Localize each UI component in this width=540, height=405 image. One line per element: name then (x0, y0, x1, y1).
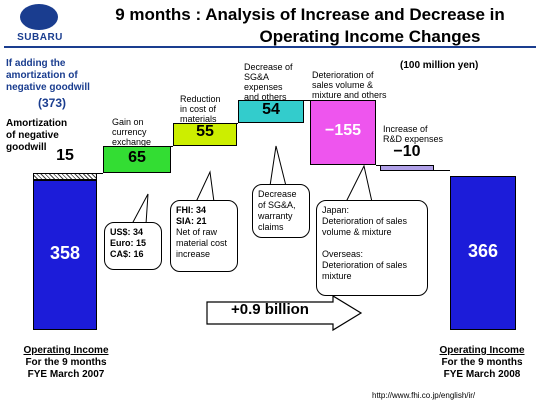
value-label-rnd: −10 (393, 143, 421, 161)
label-materials: Reduction in cost of materials (180, 94, 221, 124)
bar-end (450, 176, 516, 330)
label-sga-line-2: SG&A (244, 72, 270, 82)
callout-sga-line-1: Decrease (258, 189, 297, 199)
connector-line (97, 173, 103, 175)
label-currency-line-1: Gain on (112, 117, 144, 127)
label-sales-line-1: Deterioration of (312, 70, 374, 80)
value-label-end: 366 (467, 241, 499, 262)
label-rnd-line-2: R&D expenses (383, 134, 444, 144)
callout-sga-line-2: of SG&A, (258, 200, 296, 210)
connector-line (237, 122, 238, 124)
page-title: 9 months : Analysis of Increase and Decr… (90, 4, 530, 48)
callout-sales-line-3: volume & mixture (322, 227, 392, 237)
end-label: Operating Income For the 9 months FYE Marc… (428, 345, 536, 381)
callout-sales-line-5: Overseas: (322, 249, 364, 259)
label-rnd-line-1: Increase of (383, 124, 428, 134)
bar-sga (238, 100, 304, 123)
bar-sales (310, 100, 376, 166)
label-sga-line-4: and others (244, 92, 287, 102)
value-label-sales: −155 (324, 121, 362, 139)
callout-sales-line-2: Deterioration of sales (322, 216, 408, 226)
connector-line (376, 165, 380, 167)
label-materials-line-1: Reduction (180, 94, 221, 104)
callout-materials-line-1: FHI: 34 (176, 205, 207, 215)
callout-materials-line-2: SIA: 21 (176, 216, 207, 226)
value-label-sga: 54 (262, 100, 280, 118)
callout-currency-line-2: Euro: 15 (110, 238, 147, 248)
label-currency-line-3: exchange (112, 137, 152, 147)
title-line-2: Operating Income Changes (259, 27, 481, 46)
label-rnd: Increase of R&D expenses (383, 124, 443, 144)
goodwill-line-3: negative goodwill (6, 82, 90, 93)
label-sales: Deterioration of sales volume & mixture an… (312, 70, 387, 100)
value-label-amortization: 15 (56, 147, 74, 165)
callout-currency: US$: 34 Euro: 15 CA$: 16 (104, 222, 162, 270)
label-amortization-line-1: Amortization (6, 118, 68, 129)
label-sales-line-2: sales volume & (312, 80, 374, 90)
bar-materials (173, 122, 237, 147)
label-sga-line-3: expenses (244, 82, 283, 92)
callout-sga: Decrease of SG&A, warranty claims (252, 184, 310, 238)
unit-note: (100 million yen) (400, 60, 479, 71)
bar-rnd (380, 165, 434, 172)
goodwill-value: (373) (38, 96, 67, 110)
callout-materials-line-5: increase (176, 249, 211, 259)
callout-sales: Japan: Deterioration of sales volume & mix… (316, 200, 428, 296)
callout-sales-line-1: Japan: (322, 205, 350, 215)
end-label-line-2: For the 9 months (441, 357, 523, 368)
label-materials-line-2: in cost of (180, 104, 217, 114)
source-url[interactable]: http://www.fhi.co.jp/english/ir/ (372, 391, 476, 400)
bar-start (33, 179, 97, 330)
callout-sales-line-6: Deterioration of sales (322, 260, 408, 270)
callout-sga-line-3: warranty (258, 211, 293, 221)
label-currency: Gain on currency exchange (112, 117, 151, 147)
connector-line (171, 146, 173, 148)
value-label-currency: 65 (128, 148, 146, 166)
callout-currency-line-3: CA$: 16 (110, 249, 144, 259)
label-amortization: Amortization of negative goodwill (6, 118, 67, 154)
callout-materials: FHI: 34 SIA: 21 Net of raw material cost inc… (170, 200, 238, 272)
callout-sga-line-4: claims (258, 222, 284, 232)
summary-value: +0.9 billion (231, 301, 309, 318)
label-sga-line-1: Decrease of (244, 62, 293, 72)
pleiades-star-icon (20, 4, 58, 30)
callout-currency-line-1: US$: 34 (110, 227, 144, 237)
connector-line (434, 169, 450, 171)
callout-materials-line-4: material cost (176, 238, 228, 248)
end-label-line-1: Operating Income (439, 345, 525, 356)
goodwill-note: If adding the amortization of negative g… (6, 58, 106, 94)
callout-sales-line-7: mixture (322, 271, 352, 281)
value-label-start: 358 (49, 242, 81, 263)
subaru-logo: SUBARU (4, 4, 74, 46)
start-label: Operating Income For the 9 months FYE Marc… (12, 345, 120, 381)
label-amortization-line-3: goodwill (6, 142, 47, 153)
bar-currency (103, 146, 171, 174)
callout-sales-line-4 (322, 238, 422, 249)
logo-text: SUBARU (17, 32, 63, 43)
callout-materials-line-3: Net of raw (176, 227, 218, 237)
label-sga: Decrease of SG&A expenses and others (244, 62, 293, 102)
connector-line (304, 100, 310, 102)
value-label-materials: 55 (196, 123, 214, 141)
goodwill-line-1: If adding the (6, 58, 66, 69)
goodwill-line-2: amortization of (6, 70, 78, 81)
label-materials-line-3: materials (180, 114, 217, 124)
summary-arrow-icon (206, 294, 363, 332)
title-line-1: 9 months : Analysis of Increase and Decr… (115, 5, 505, 24)
start-label-line-3: FYE March 2007 (27, 369, 105, 380)
header-divider (4, 46, 536, 48)
bar-amortization (33, 173, 97, 180)
start-label-line-1: Operating Income (23, 345, 109, 356)
label-sales-line-3: mixture and others (312, 90, 387, 100)
start-label-line-2: For the 9 months (25, 357, 107, 368)
label-currency-line-2: currency (112, 127, 147, 137)
label-amortization-line-2: of negative (6, 130, 59, 141)
end-label-line-3: FYE March 2008 (443, 369, 521, 380)
